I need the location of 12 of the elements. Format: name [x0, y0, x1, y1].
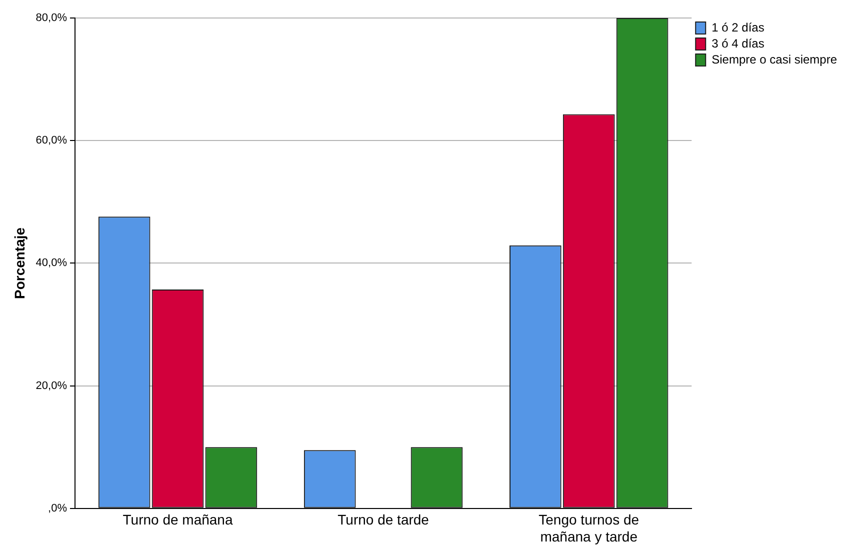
y-axis-title: Porcentaje [11, 227, 28, 299]
legend-label: Siempre o casi siempre [712, 52, 838, 66]
legend-label: 3 ó 4 días [712, 36, 764, 50]
y-tick-label: 40,0% [36, 257, 68, 270]
y-tick-label: 20,0% [36, 380, 68, 392]
legend-label: 1 ó 2 días [712, 20, 764, 34]
y-tick-label: 80,0% [36, 12, 68, 24]
y-tick-label: 60,0% [36, 134, 68, 147]
x-tick-label: Turno de tarde [338, 512, 430, 528]
y-tick-label: ,0% [48, 502, 68, 514]
x-tick-label: Tengo turnos de mañana y tarde [538, 512, 640, 544]
x-tick-label: Turno de mañana [122, 512, 233, 528]
